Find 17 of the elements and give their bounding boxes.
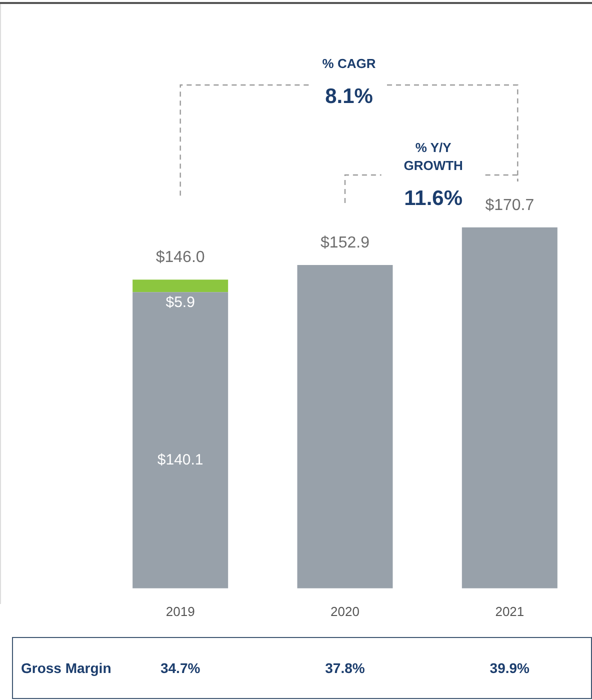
x-tick-label: 2019: [166, 604, 195, 619]
total-label: $146.0: [156, 249, 205, 266]
total-label: $152.9: [320, 234, 370, 252]
data-label: $140.1: [157, 451, 204, 468]
text: % CAGR: [322, 56, 376, 71]
total-label: $170.7: [485, 196, 534, 214]
data-label: $5.9: [166, 294, 195, 311]
text: % Y/Y GROWTH: [404, 140, 463, 173]
bar: [462, 227, 558, 588]
table-frame: Gross Margin 34.7% 37.8% 39.9%: [12, 637, 592, 699]
bar: [297, 265, 393, 588]
text: 8.1%: [325, 85, 374, 108]
x-tick-label: 2021: [495, 604, 524, 619]
text: 11.6%: [404, 187, 463, 210]
bar: [132, 292, 228, 588]
bar: [132, 280, 228, 292]
x-tick-label: 2020: [330, 604, 360, 619]
